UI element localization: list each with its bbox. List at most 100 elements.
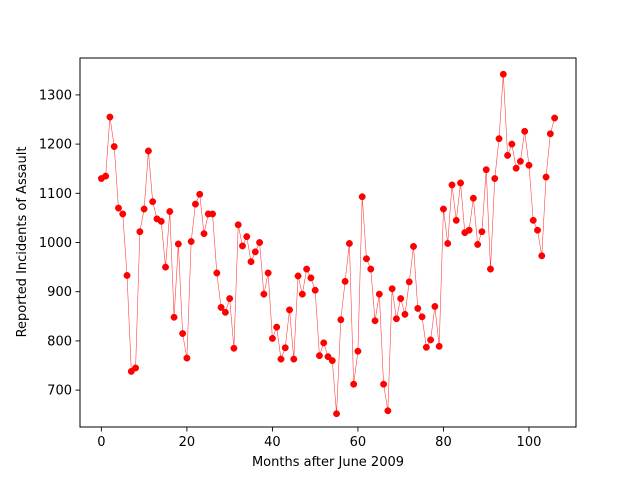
- data-point: [213, 269, 221, 277]
- data-point: [551, 114, 559, 122]
- data-point: [277, 355, 285, 363]
- data-point: [115, 204, 122, 212]
- data-point: [281, 344, 289, 352]
- data-point: [508, 140, 516, 148]
- data-point: [401, 310, 409, 318]
- x-axis-label: Months after June 2009: [252, 455, 404, 470]
- data-point: [418, 313, 426, 321]
- data-point: [538, 252, 546, 260]
- data-point: [542, 173, 550, 181]
- data-point: [268, 334, 276, 342]
- axes-layer: 0 20 40 60 80 100 700 800 900 1000 1100 1200 1300: [39, 57, 577, 450]
- x-tick-label: 40: [264, 435, 281, 450]
- data-point: [491, 175, 499, 182]
- data-point: [209, 210, 217, 218]
- data-point: [273, 323, 281, 331]
- data-point: [230, 344, 238, 352]
- data-point: [495, 135, 503, 143]
- data-point: [217, 303, 225, 311]
- data-point: [371, 317, 379, 325]
- data-point: [174, 240, 182, 248]
- data-point: [384, 407, 392, 415]
- data-point: [478, 228, 486, 236]
- data-point: [487, 265, 494, 273]
- y-tick-label: 1300: [39, 88, 72, 103]
- data-point: [457, 179, 464, 187]
- data-point: [239, 242, 246, 250]
- y-tick-label: 800: [47, 334, 72, 349]
- x-tick-label: 0: [97, 435, 105, 450]
- data-point: [521, 127, 529, 135]
- data-point: [144, 147, 152, 155]
- data-point: [328, 357, 336, 365]
- data-point: [392, 315, 400, 323]
- data-point: [192, 200, 199, 208]
- data-point: [251, 248, 259, 256]
- data-point: [166, 208, 174, 215]
- data-point: [311, 286, 319, 294]
- data-point: [444, 240, 452, 247]
- data-point: [324, 353, 332, 361]
- data-point: [243, 233, 251, 241]
- data-point: [320, 339, 328, 347]
- data-point: [123, 272, 131, 279]
- data-point: [380, 380, 388, 388]
- data-point: [410, 242, 417, 250]
- data-point: [119, 210, 127, 218]
- data-point: [354, 347, 362, 355]
- data-point: [469, 194, 477, 202]
- data-point: [221, 308, 229, 316]
- data-point: [200, 230, 208, 238]
- data-point: [512, 164, 520, 172]
- data-point: [345, 240, 353, 247]
- data-point: [405, 278, 413, 286]
- data-point: [307, 274, 315, 282]
- data-point: [431, 303, 439, 310]
- data-point: [316, 352, 323, 360]
- data-point: [260, 290, 268, 298]
- data-point: [183, 354, 191, 362]
- y-axis-label: Reported Incidents of Assault: [15, 147, 30, 338]
- data-point: [440, 205, 447, 213]
- data-point: [187, 238, 195, 245]
- data-point: [529, 216, 537, 224]
- data-point: [525, 161, 533, 169]
- data-point: [132, 364, 140, 372]
- data-point: [303, 265, 311, 273]
- data-point: [504, 151, 512, 159]
- data-point: [448, 181, 456, 189]
- y-tick-label: 700: [47, 384, 72, 399]
- data-point: [247, 258, 255, 266]
- data-point: [106, 113, 114, 121]
- data-point: [294, 272, 302, 280]
- data-point: [102, 172, 110, 180]
- data-point: [256, 239, 264, 246]
- data-point: [414, 304, 422, 312]
- data-point: [136, 228, 144, 236]
- x-tick-label: 60: [350, 435, 367, 450]
- data-point: [474, 241, 482, 248]
- data-point: [290, 355, 298, 363]
- data-point: [350, 380, 358, 388]
- data-point: [196, 190, 204, 198]
- data-point: [482, 166, 490, 174]
- data-point: [465, 226, 473, 234]
- data-point: [341, 277, 349, 285]
- x-tick-label: 80: [435, 435, 452, 450]
- data-point: [162, 263, 169, 271]
- data-point: [337, 316, 345, 324]
- data-point: [170, 313, 178, 321]
- y-tick-label: 1100: [39, 187, 72, 202]
- data-point: [375, 290, 383, 298]
- data-point: [363, 255, 370, 263]
- data-point: [226, 295, 234, 303]
- data-point: [397, 295, 405, 303]
- y-tick-label: 900: [47, 285, 72, 300]
- data-point: [286, 306, 293, 314]
- data-point: [333, 410, 340, 418]
- data-point: [157, 217, 165, 225]
- data-point: [435, 342, 443, 350]
- data-point: [140, 205, 148, 213]
